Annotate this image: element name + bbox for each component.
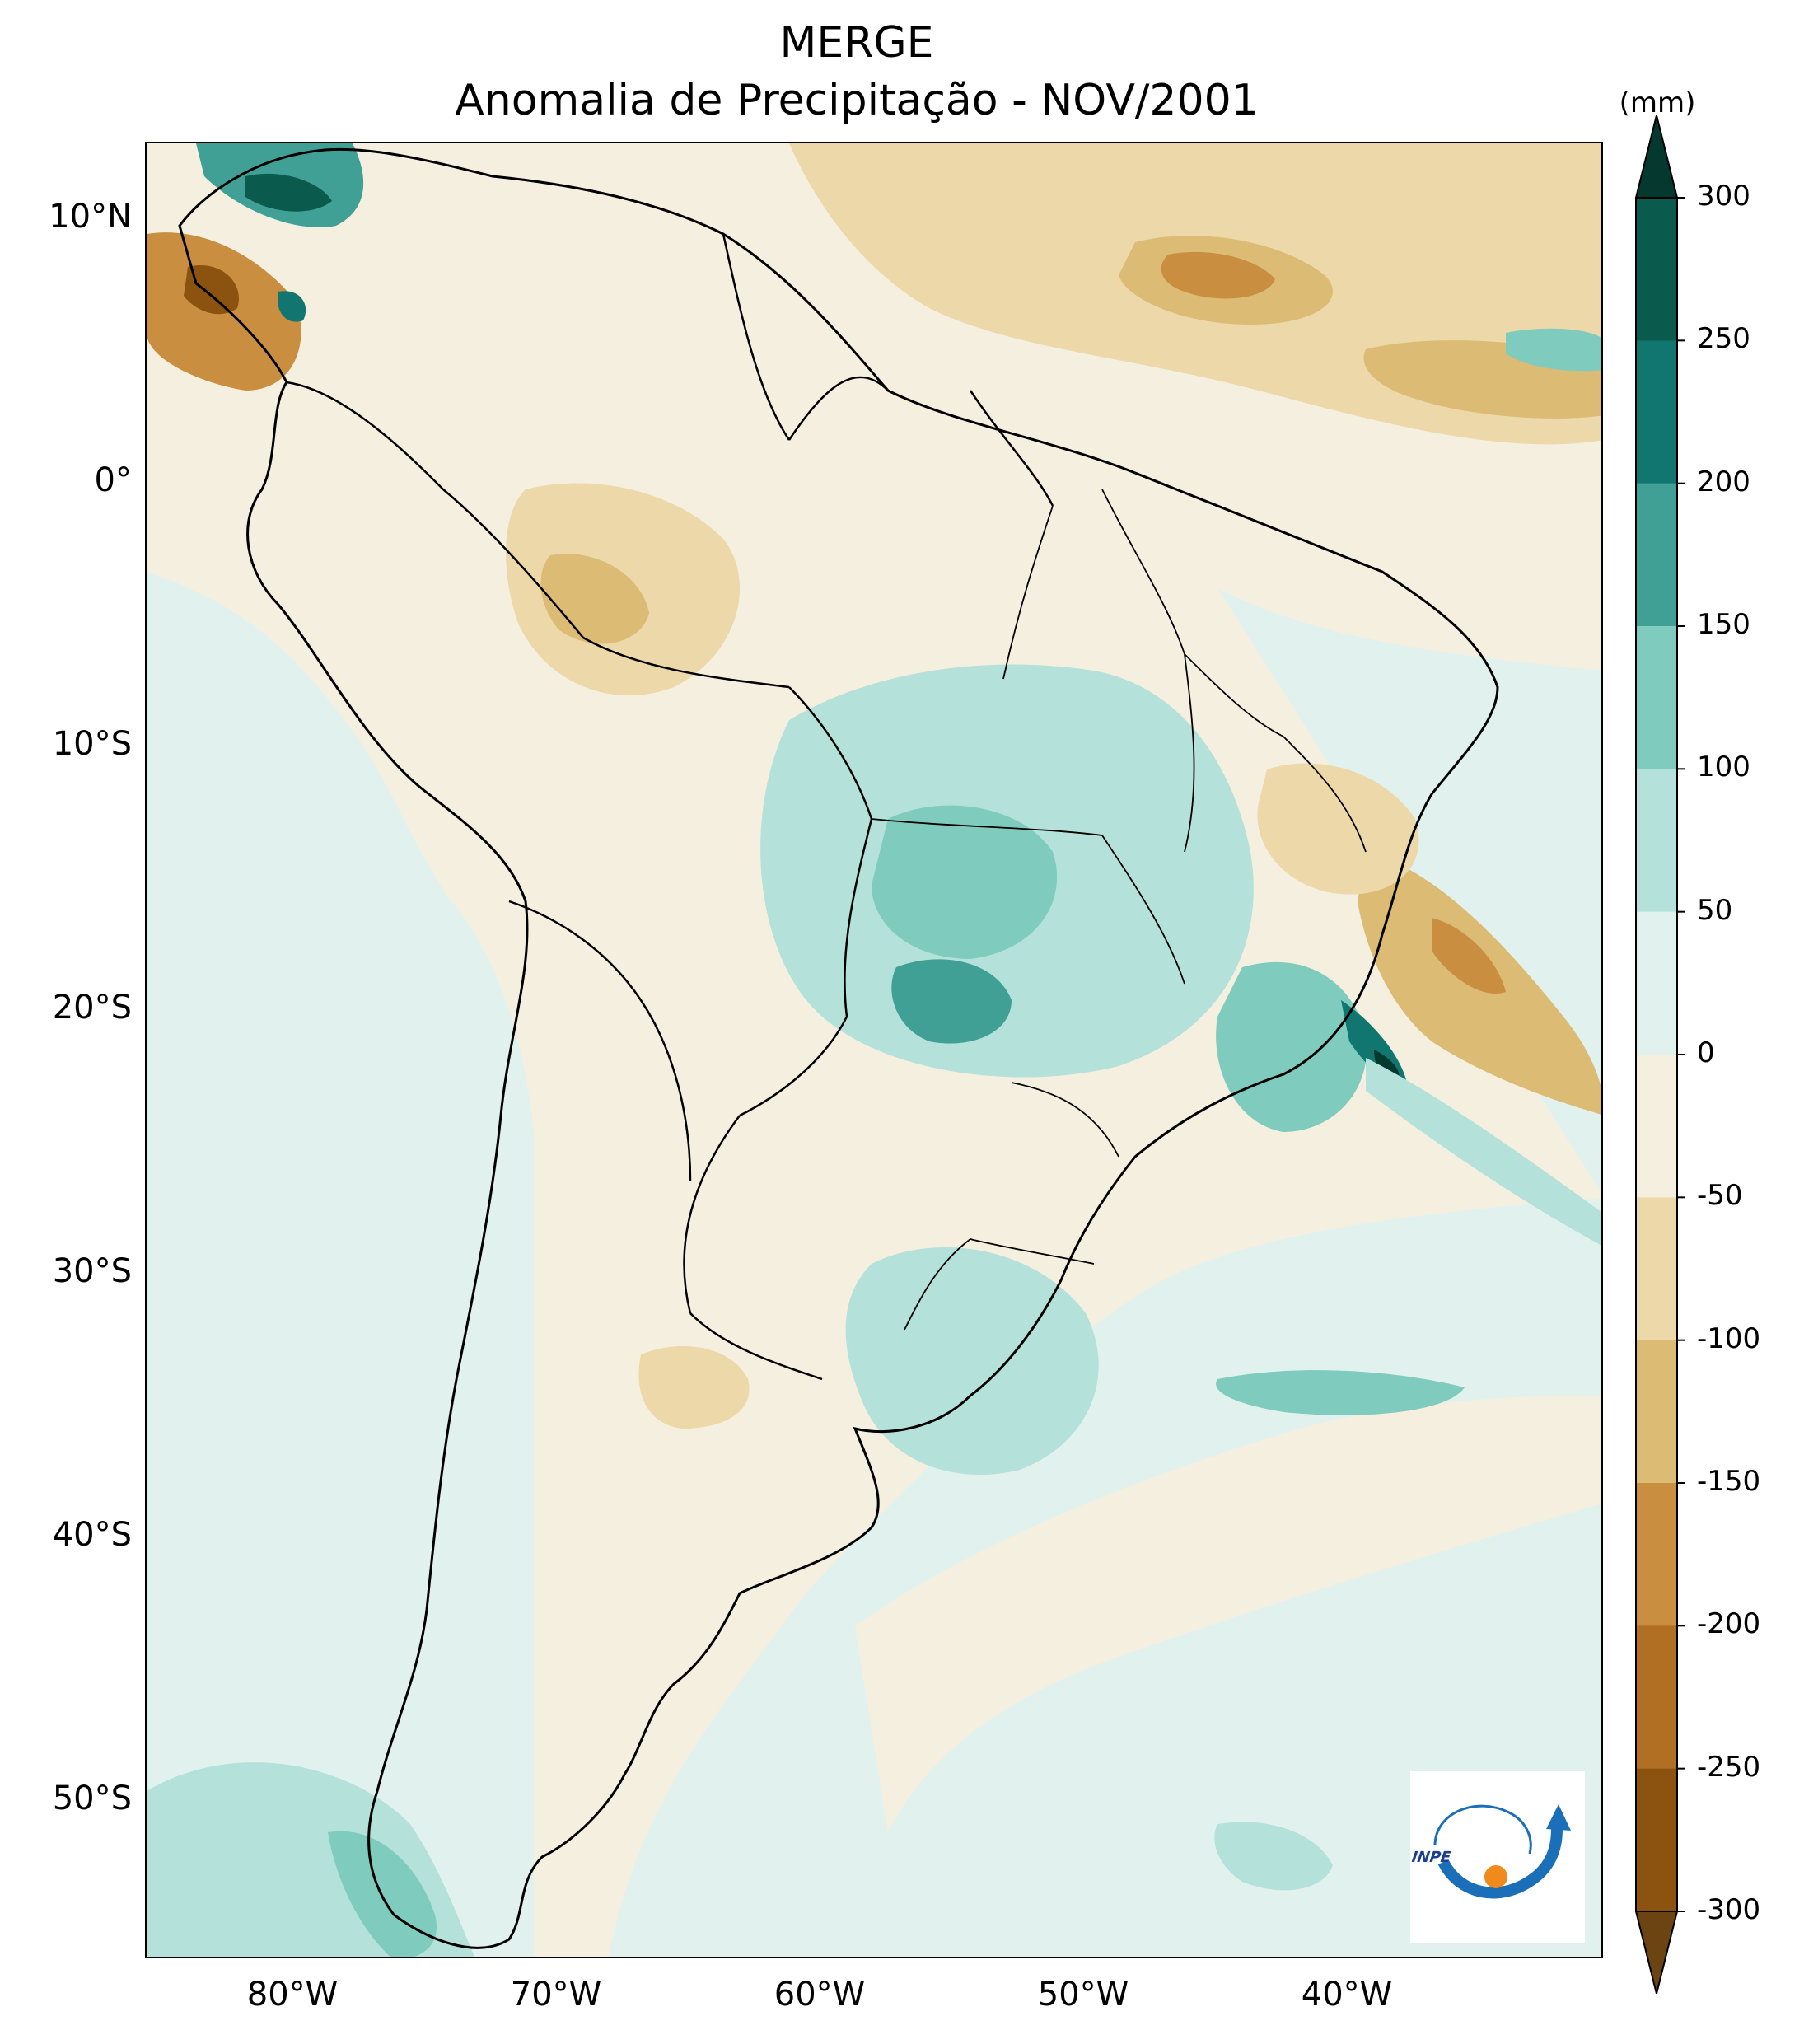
colorbar [1634, 115, 1685, 1994]
central-brazil-wet-2 [872, 805, 1058, 959]
anomaly-map [147, 143, 1601, 1957]
caribbean-wet-core [245, 173, 332, 212]
amazon-dry-core [540, 554, 649, 644]
lat-tick-label: 30°S [52, 1252, 132, 1290]
colorbar-tick-label: 100 [1697, 751, 1750, 784]
lon-tick-label: 40°W [1301, 1976, 1393, 2014]
colorbar-extend-min [1634, 1911, 1679, 1994]
colorbar-band [1636, 626, 1677, 769]
northeast-interior-dry [1257, 763, 1419, 895]
colombia-wet-spot [278, 291, 306, 322]
lat-tick-label: 20°S [52, 989, 132, 1027]
north-atlantic-wet [1506, 328, 1601, 372]
colorbar-tick-label: 50 [1697, 893, 1733, 927]
lat-tick-label: 0° [94, 461, 132, 499]
atlantic-positive-zone [608, 588, 1601, 1957]
colorbar-band [1636, 1197, 1677, 1341]
inpe-logo: INPE [1410, 1771, 1585, 1943]
colorbar-tick-label: 150 [1697, 608, 1750, 641]
colorbar-tick-label: -150 [1697, 1465, 1761, 1498]
colorbar-band [1636, 911, 1677, 1055]
southeast-wet-patch [1214, 1822, 1333, 1891]
lat-tick-label: 50°S [52, 1780, 132, 1817]
lat-tick-label: 10°N [49, 198, 132, 236]
lat-tick-label: 40°S [52, 1516, 132, 1554]
country-borders [286, 233, 1054, 1381]
southeast-wet [1216, 961, 1367, 1132]
colorbar-band [1636, 1625, 1677, 1770]
lon-tick-label: 60°W [773, 1976, 866, 2014]
colorbar-tick-label: -50 [1697, 1179, 1743, 1213]
colorbar-tick-label: 300 [1697, 180, 1750, 213]
north-atlantic-dry-core2 [1161, 251, 1275, 299]
lat-tick-label: 10°S [52, 725, 132, 763]
colorbar-band [1636, 1340, 1677, 1484]
colorbar-band [1636, 1055, 1677, 1198]
colombia-dry-core [184, 265, 239, 315]
logo-text: INPE [1410, 1849, 1452, 1866]
state-borders [871, 489, 1367, 1331]
pacific-positive-zone [147, 572, 534, 1957]
chart-title: MERGE [779, 18, 934, 68]
colorbar-tick-label: -300 [1697, 1893, 1761, 1926]
colorbar-tick-label: -250 [1697, 1750, 1761, 1784]
lon-tick-label: 50°W [1037, 1976, 1129, 2014]
colorbar-band [1636, 769, 1677, 913]
colorbar-band [1636, 483, 1677, 627]
colorbar-band [1636, 1768, 1677, 1912]
map-area [145, 142, 1603, 1958]
colorbar-extend-max [1634, 115, 1679, 199]
colorbar-band [1636, 340, 1677, 484]
colorbar-unit: (mm) [1619, 87, 1696, 119]
colorbar-tick-label: 200 [1697, 465, 1750, 498]
northeast-dry-core [1432, 918, 1506, 994]
lon-tick-label: 80°W [246, 1976, 339, 2014]
mato-grosso-wet-core [891, 959, 1012, 1044]
offshore-wet-streak [1366, 1058, 1601, 1246]
south-america-coastline [178, 147, 1499, 1949]
colorbar-band [1636, 1483, 1677, 1626]
colorbar-tick-label: -100 [1697, 1321, 1761, 1355]
chart-subtitle: Anomalia de Precipitação - NOV/2001 [455, 76, 1259, 125]
south-brazil-wet [845, 1247, 1099, 1476]
colorbar-tick-label: 0 [1697, 1036, 1715, 1069]
colorbar-tick-label: -200 [1697, 1607, 1761, 1641]
atlantic-wet-streak [1216, 1370, 1465, 1415]
argentina-dry [638, 1346, 750, 1429]
lon-tick-label: 70°W [510, 1976, 602, 2014]
colorbar-band [1636, 198, 1677, 341]
south-atlantic-neutral [855, 1396, 1601, 1832]
colorbar-tick-label: 250 [1697, 322, 1750, 356]
